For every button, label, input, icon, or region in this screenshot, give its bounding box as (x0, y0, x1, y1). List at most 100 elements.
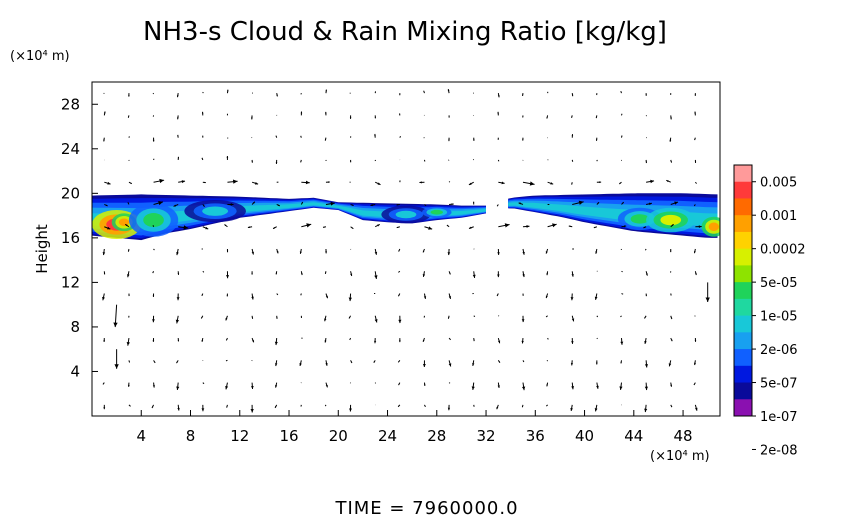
wind-vector (103, 338, 106, 342)
wind-vector-head (619, 386, 623, 390)
wind-vector-head (522, 274, 525, 278)
wind-vector-head (177, 273, 180, 275)
cloud-core (143, 213, 164, 228)
wind-vector (620, 91, 622, 94)
wind-vector (694, 338, 697, 342)
wind-vector (621, 225, 627, 228)
wind-vector-head (571, 274, 574, 277)
wind-vector-head (550, 182, 554, 185)
wind-vector (694, 159, 697, 163)
wind-vector-shaft (621, 293, 624, 295)
wind-vector (301, 180, 310, 185)
wind-vector-shaft (645, 115, 648, 117)
wind-vector-head (306, 223, 312, 228)
wind-vector-head (644, 386, 649, 391)
wind-vector (226, 404, 228, 408)
wind-vector-shaft (546, 404, 548, 407)
wind-vector-head (670, 405, 672, 408)
wind-vector-head (694, 111, 697, 114)
wind-vector (545, 293, 549, 299)
wind-vector (643, 226, 647, 229)
wind-vector (178, 180, 186, 184)
wind-vector-head (593, 226, 596, 228)
wind-vector (670, 293, 672, 296)
wind-vector (618, 181, 622, 185)
wind-vector (399, 113, 401, 116)
wind-vector (423, 382, 426, 386)
wind-vector (522, 93, 524, 97)
wind-vector-head (250, 386, 254, 389)
wind-vector (646, 179, 655, 184)
wind-vector-shaft (276, 293, 279, 296)
wind-vector (152, 271, 155, 274)
wind-vector-head (113, 322, 118, 328)
wind-vector-head (695, 273, 697, 276)
colorbar-label: 5e-07 (760, 377, 798, 392)
colorbar-frame (733, 164, 753, 417)
wind-vector-head (177, 117, 179, 120)
colorbar-swatch (734, 382, 752, 400)
wind-vector-head (349, 408, 352, 412)
colorbar-swatch (734, 231, 752, 250)
wind-vector (104, 226, 111, 230)
wind-vector (300, 315, 302, 318)
wind-vector (324, 271, 327, 274)
time-label: TIME = 7960000.0 (334, 498, 518, 519)
wind-vector-head (497, 95, 500, 98)
wind-vector (325, 181, 330, 183)
wind-vector-head (103, 407, 106, 410)
wind-vector-head (398, 383, 400, 386)
wind-vector (103, 404, 106, 410)
wind-vector (448, 181, 451, 183)
wind-vector (374, 315, 378, 323)
wind-vector (669, 137, 672, 142)
y-tick-label: 8 (70, 318, 80, 336)
wind-vector-head (645, 161, 647, 164)
wind-vector (498, 181, 505, 185)
wind-vector (496, 293, 499, 297)
wind-vector (102, 293, 105, 301)
wind-vector (324, 404, 327, 407)
wind-vector-head (522, 116, 524, 118)
wind-vector-shaft (324, 404, 327, 407)
wind-vector (325, 248, 328, 254)
wind-vector-head (299, 363, 302, 366)
wind-vector (694, 137, 696, 141)
wind-vector-head (473, 339, 475, 342)
wind-vector-head (398, 361, 400, 363)
wind-vector-head (351, 227, 354, 229)
wind-vector-head (176, 297, 180, 301)
wind-vector-head (251, 273, 253, 275)
wind-vector-head (448, 296, 452, 299)
wind-vector (177, 134, 179, 138)
wind-vector-head (102, 383, 104, 385)
wind-vector-head (425, 204, 427, 206)
wind-vector-head (225, 386, 229, 390)
wind-vector-head (674, 201, 679, 205)
wind-vector (620, 338, 624, 345)
wind-vector-shaft (694, 181, 697, 184)
wind-vector-head (129, 405, 131, 407)
wind-vector (522, 248, 525, 255)
wind-vector-head (694, 138, 696, 141)
wind-vector (497, 137, 499, 140)
wind-vector-head (300, 111, 303, 114)
wind-vector (522, 293, 524, 296)
wind-vector-head (522, 251, 525, 255)
wind-vector (251, 271, 253, 275)
wind-vector (202, 270, 205, 273)
wind-vector (645, 271, 648, 276)
wind-vector (424, 404, 426, 408)
wind-vector (521, 338, 524, 344)
colorbar-swatch (734, 365, 752, 384)
wind-vector (645, 115, 648, 117)
wind-vector (497, 360, 501, 363)
wind-vector (226, 293, 228, 297)
x-tick-label: 16 (279, 427, 298, 445)
wind-vector-head (571, 94, 574, 97)
wind-vector (546, 360, 549, 362)
wind-vector-head (202, 135, 204, 137)
wind-vector-head (300, 316, 302, 318)
wind-vector (276, 93, 278, 97)
wind-vector-head (352, 204, 354, 206)
